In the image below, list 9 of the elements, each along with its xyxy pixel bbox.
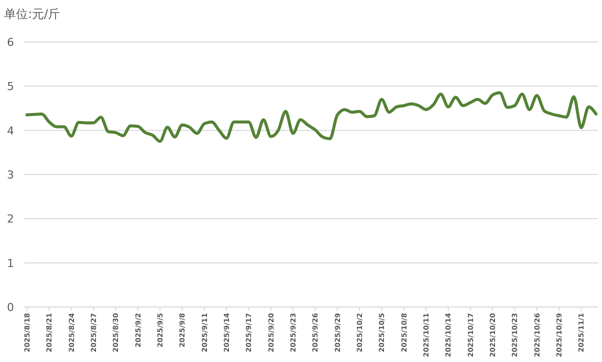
y-tick-label: 0: [7, 301, 14, 314]
line-series: [26, 91, 598, 143]
y-tick-label: 5: [7, 80, 14, 94]
y-tick-label: 1: [7, 256, 14, 270]
y-tick-label: 6: [7, 36, 14, 49]
y-axis-title: 单位:元/斤: [4, 7, 60, 21]
y-tick-label: 4: [7, 124, 14, 138]
y-tick-label: 3: [7, 168, 14, 182]
y-tick-label: 2: [7, 212, 14, 226]
